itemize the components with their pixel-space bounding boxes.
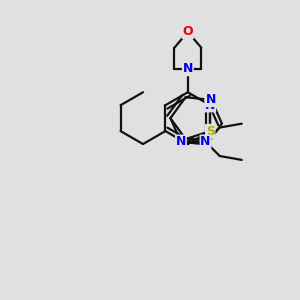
Text: N: N	[206, 93, 217, 106]
Text: N: N	[205, 99, 215, 112]
Text: S: S	[206, 124, 215, 138]
Text: N: N	[176, 135, 186, 148]
Text: O: O	[182, 25, 193, 38]
Text: N: N	[200, 135, 211, 148]
Text: N: N	[183, 62, 193, 76]
